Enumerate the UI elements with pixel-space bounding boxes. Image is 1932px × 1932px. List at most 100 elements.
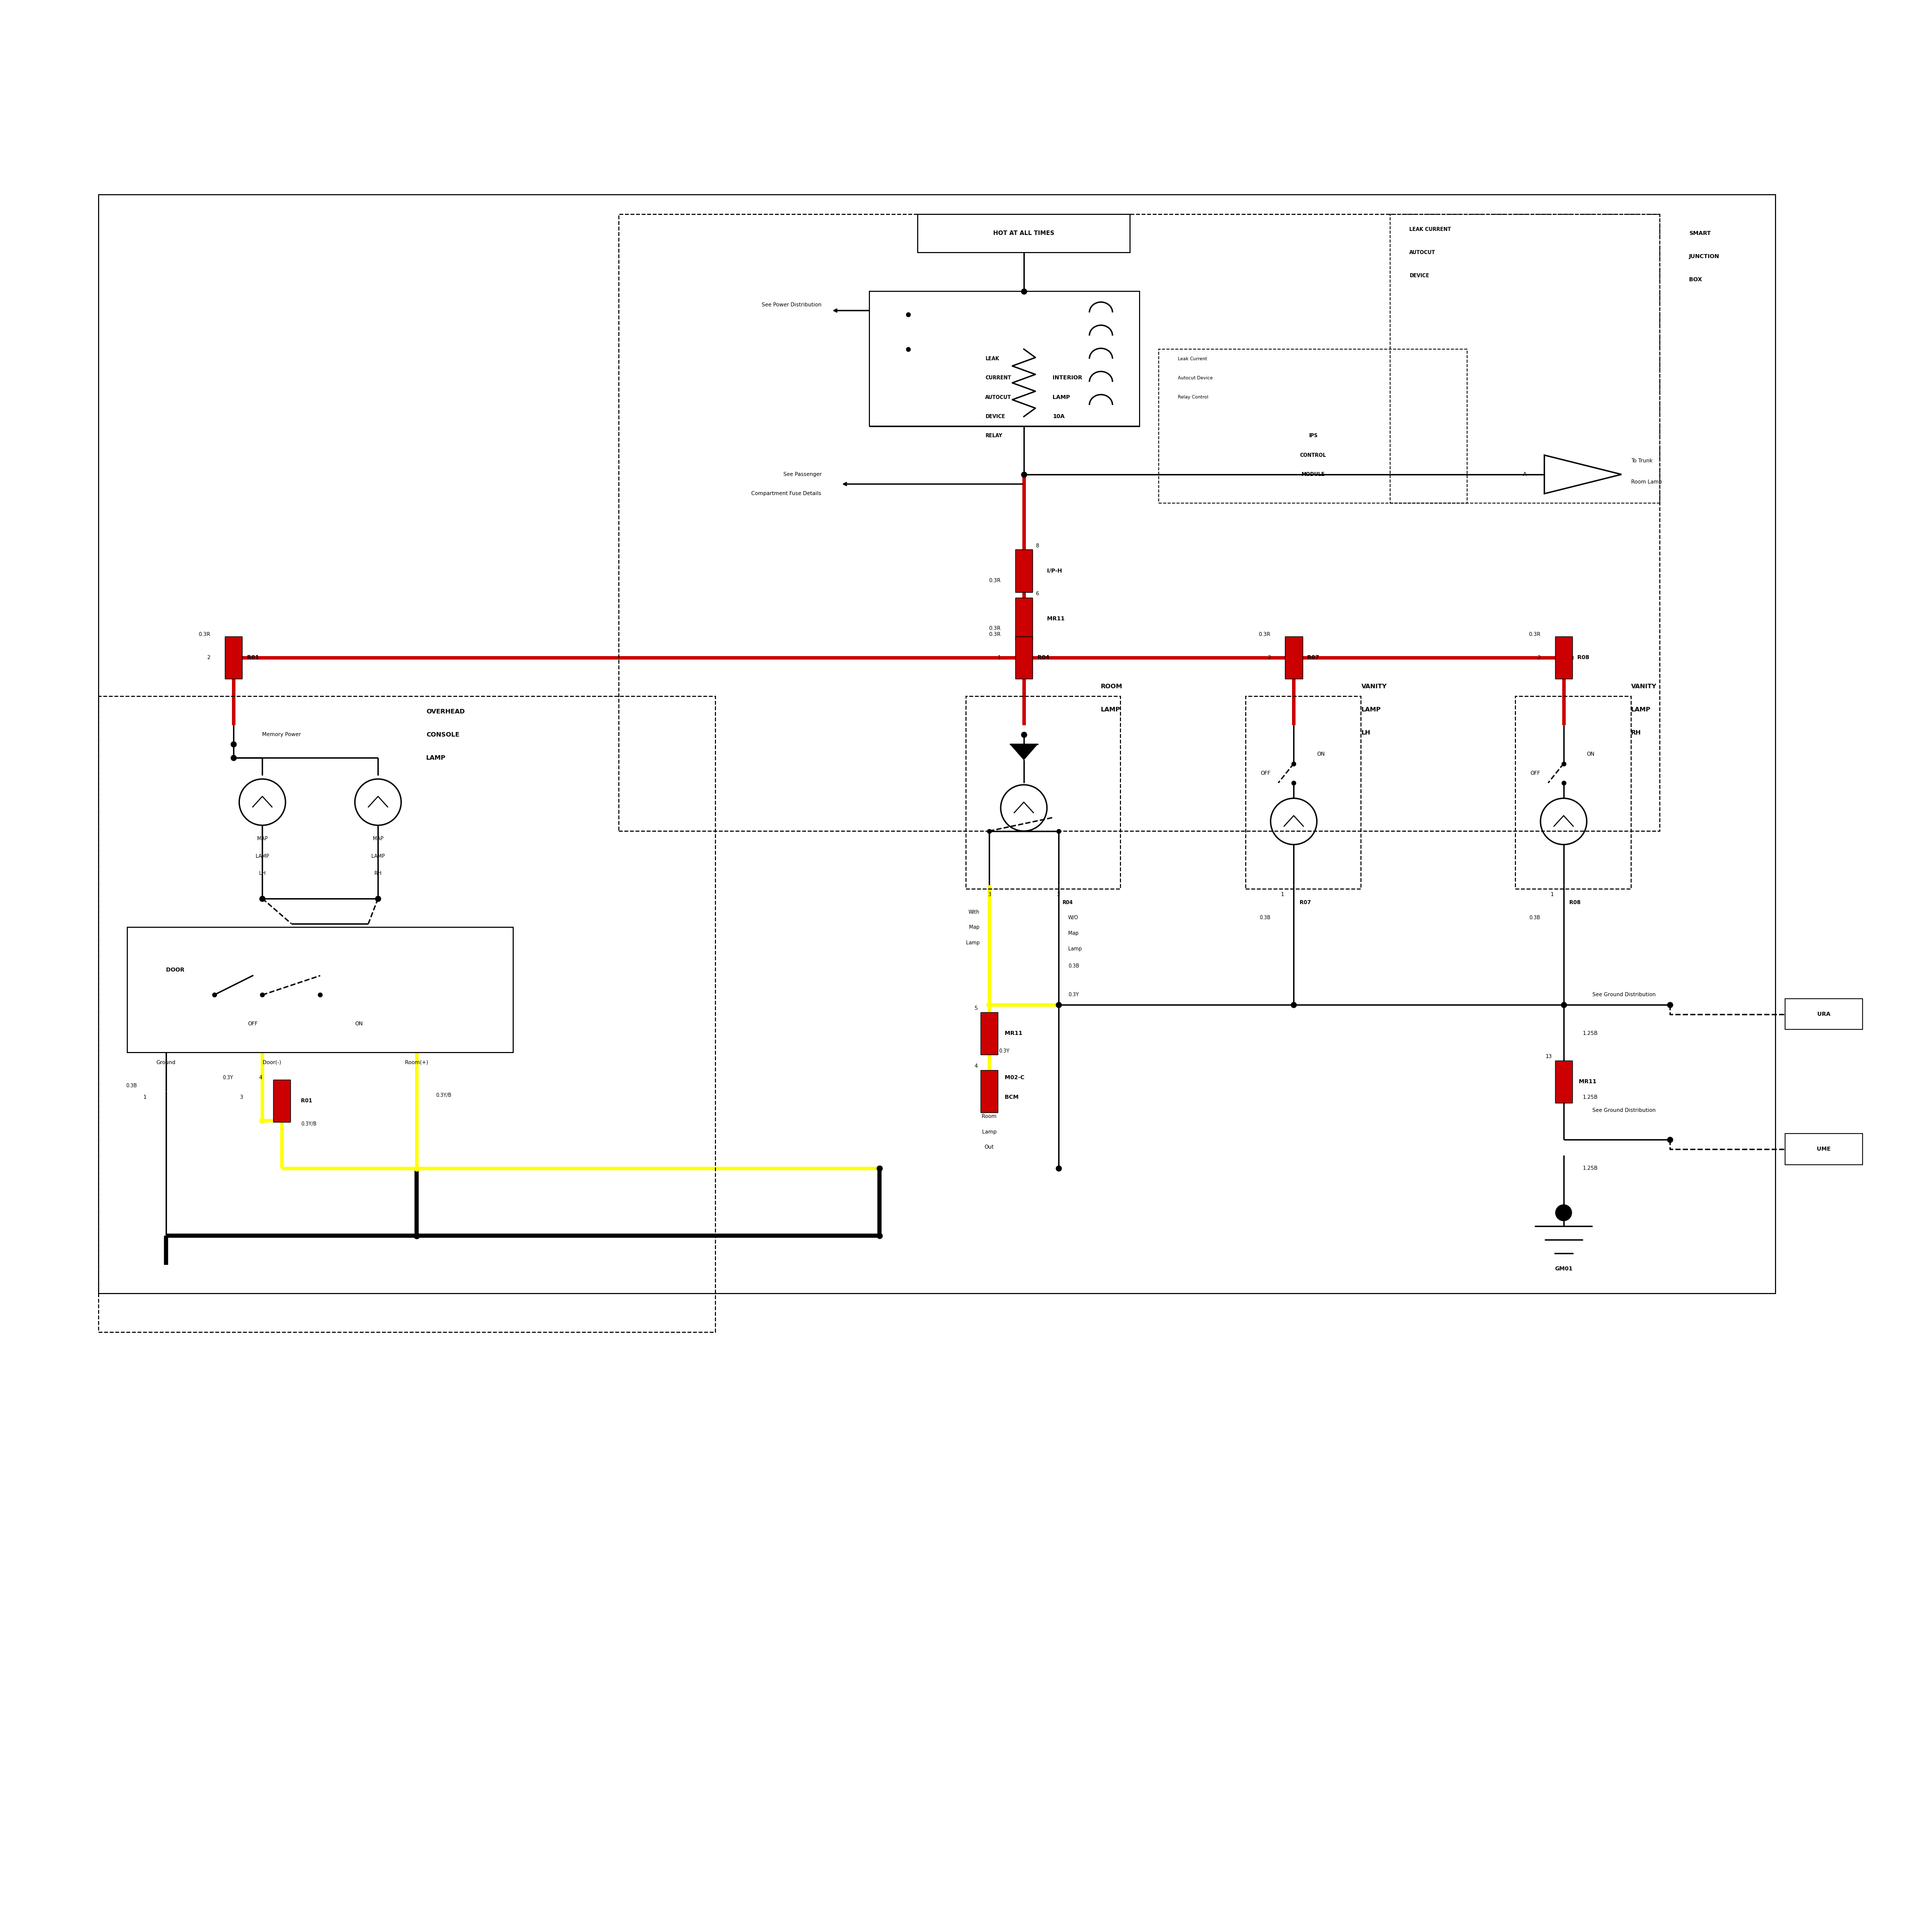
Text: CONSOLE: CONSOLE — [427, 732, 460, 738]
Bar — [1555, 1061, 1573, 1103]
Text: R08: R08 — [1577, 655, 1590, 661]
Text: 1.25B: 1.25B — [1582, 1032, 1598, 1036]
Text: AUTOCUT: AUTOCUT — [1410, 251, 1435, 255]
Text: MR11: MR11 — [1578, 1080, 1596, 1084]
Text: LH: LH — [259, 871, 265, 875]
Text: CURRENT: CURRENT — [985, 375, 1010, 381]
Text: Room: Room — [981, 1115, 997, 1119]
Text: 3: 3 — [987, 893, 991, 896]
Text: RH: RH — [375, 871, 383, 875]
Text: OFF: OFF — [1530, 771, 1540, 777]
Bar — [980, 1012, 997, 1055]
Text: LH: LH — [1362, 730, 1370, 736]
Text: MODULE: MODULE — [1302, 471, 1325, 477]
Bar — [1285, 636, 1302, 678]
Text: BCM: BCM — [1005, 1095, 1018, 1099]
Polygon shape — [1544, 456, 1621, 495]
Point — [1279, 641, 1310, 672]
Text: OFF: OFF — [1260, 771, 1271, 777]
Point — [247, 980, 278, 1010]
Text: HOT AT ALL TIMES: HOT AT ALL TIMES — [993, 230, 1055, 238]
Text: See Ground Distribution: See Ground Distribution — [1592, 1109, 1656, 1113]
Text: SMART: SMART — [1689, 232, 1710, 236]
Bar — [618, 214, 1660, 831]
Text: I/P-H: I/P-H — [1047, 568, 1063, 574]
Point — [247, 883, 278, 914]
Text: See Power Distribution: See Power Distribution — [761, 301, 821, 307]
Point — [974, 989, 1005, 1020]
Text: ON: ON — [1586, 752, 1594, 757]
Bar — [980, 1070, 997, 1113]
Point — [974, 815, 1005, 846]
Text: Lamp: Lamp — [966, 941, 980, 945]
Bar — [869, 292, 1140, 427]
Bar — [1014, 636, 1032, 678]
Point — [218, 728, 249, 759]
Bar — [1159, 350, 1466, 504]
Text: Ground: Ground — [156, 1061, 176, 1065]
Text: 1.25B: 1.25B — [1582, 1095, 1598, 1099]
Bar — [1785, 1134, 1862, 1165]
Text: 0.3R: 0.3R — [199, 632, 211, 638]
Text: 0.3R: 0.3R — [989, 578, 1001, 583]
Bar — [1014, 549, 1032, 591]
Text: ROOM: ROOM — [1101, 684, 1122, 690]
Bar — [1515, 696, 1631, 889]
Text: LEAK: LEAK — [985, 355, 999, 361]
Text: 0.3B: 0.3B — [1260, 916, 1271, 920]
Text: 2: 2 — [207, 655, 211, 661]
Text: 0.3Y/B: 0.3Y/B — [301, 1122, 317, 1126]
Point — [1654, 989, 1685, 1020]
Text: LAMP: LAMP — [427, 755, 446, 761]
Text: R07: R07 — [1300, 900, 1312, 904]
Text: RELAY: RELAY — [985, 433, 1003, 439]
Point — [402, 1221, 433, 1252]
Point — [1043, 989, 1074, 1020]
Text: 0.3B: 0.3B — [1530, 916, 1540, 920]
Text: 0.3R: 0.3R — [989, 632, 1001, 638]
Text: 2: 2 — [1057, 893, 1061, 896]
Bar — [1785, 999, 1862, 1030]
Bar — [99, 696, 715, 1333]
Text: LAMP: LAMP — [255, 854, 269, 858]
Text: 0.3B: 0.3B — [126, 1084, 137, 1088]
Text: Room Lamp: Room Lamp — [1631, 479, 1662, 485]
Text: ON: ON — [1318, 752, 1325, 757]
Text: R07: R07 — [1308, 655, 1320, 661]
Text: 3: 3 — [240, 1095, 243, 1099]
Text: Memory Power: Memory Power — [263, 732, 301, 738]
Text: Map: Map — [1068, 931, 1078, 935]
Point — [1279, 989, 1310, 1020]
Point — [864, 1153, 895, 1184]
Text: 0.3R: 0.3R — [1528, 632, 1540, 638]
Text: MAP: MAP — [373, 837, 383, 840]
Point — [305, 980, 336, 1010]
Text: Map: Map — [970, 925, 980, 929]
Text: To Trunk: To Trunk — [1631, 458, 1652, 464]
Bar — [128, 927, 514, 1053]
Text: GM01: GM01 — [1555, 1265, 1573, 1271]
Point — [864, 1221, 895, 1252]
Point — [1548, 989, 1578, 1020]
Text: 4: 4 — [259, 1076, 263, 1080]
Text: MAP: MAP — [257, 837, 269, 840]
Text: 1: 1 — [143, 1095, 147, 1099]
Text: LAMP: LAMP — [1101, 707, 1121, 713]
Text: URA: URA — [1818, 1012, 1830, 1016]
Text: 1: 1 — [997, 655, 1001, 661]
Bar — [1014, 597, 1032, 639]
Text: Relay Control: Relay Control — [1179, 394, 1209, 400]
Point — [1548, 748, 1578, 779]
Point — [1009, 641, 1039, 672]
Bar — [918, 214, 1130, 253]
Point — [1279, 767, 1310, 798]
Text: R04: R04 — [1037, 655, 1049, 661]
Text: Lamp: Lamp — [981, 1130, 997, 1134]
Point — [1043, 1153, 1074, 1184]
Text: DEVICE: DEVICE — [1410, 272, 1430, 278]
Text: R04: R04 — [1063, 900, 1072, 904]
Text: 5: 5 — [974, 1007, 978, 1010]
Text: MR11: MR11 — [1005, 1032, 1022, 1036]
Text: R01: R01 — [247, 655, 259, 661]
Text: 0.3R: 0.3R — [989, 626, 1001, 632]
